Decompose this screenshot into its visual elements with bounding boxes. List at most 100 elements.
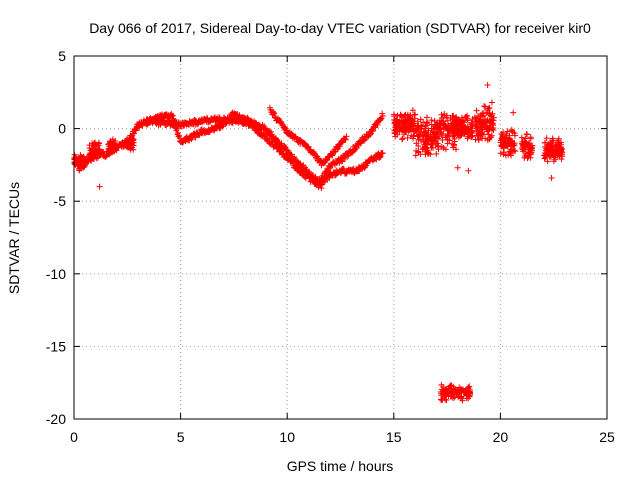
- data-point: [454, 164, 461, 171]
- y-tick-label: -15: [46, 338, 66, 354]
- data-point: [170, 117, 177, 124]
- data-point: [440, 125, 447, 132]
- data-point: [489, 126, 496, 133]
- data-point: [418, 137, 425, 144]
- data-point: [86, 152, 93, 159]
- data-point: [410, 132, 417, 139]
- data-point: [458, 393, 465, 400]
- y-axis-label: SDTVAR / TECUs: [6, 182, 22, 294]
- data-point: [477, 117, 484, 124]
- data-point: [488, 116, 495, 123]
- data-point: [433, 119, 440, 126]
- data-point: [398, 126, 405, 133]
- data-point: [444, 117, 451, 124]
- data-point: [475, 112, 482, 119]
- data-point: [128, 142, 135, 149]
- data-point: [511, 140, 518, 147]
- data-point: [546, 153, 553, 160]
- data-point: [391, 120, 398, 127]
- data-point: [457, 127, 464, 134]
- data-point: [369, 127, 376, 134]
- data-point: [173, 125, 180, 132]
- data-point: [438, 111, 445, 118]
- data-point: [503, 130, 510, 137]
- data-point: [93, 148, 100, 155]
- data-point: [456, 132, 463, 139]
- data-points: [71, 82, 566, 404]
- data-point: [438, 381, 445, 388]
- data-point: [429, 134, 436, 141]
- data-point: [485, 105, 492, 112]
- data-point: [438, 132, 445, 139]
- data-point: [548, 174, 555, 181]
- data-point: [485, 127, 492, 134]
- data-point: [481, 103, 488, 110]
- data-point: [394, 112, 401, 119]
- x-tick-label: 0: [70, 429, 78, 445]
- data-point: [552, 142, 559, 149]
- data-point: [107, 148, 114, 155]
- data-point: [429, 128, 436, 135]
- data-point: [555, 137, 562, 144]
- data-point: [497, 150, 504, 157]
- data-point: [342, 136, 349, 143]
- data-point: [518, 134, 525, 141]
- data-point: [520, 143, 527, 150]
- data-point: [91, 140, 98, 147]
- data-point: [96, 183, 103, 190]
- data-point: [507, 149, 514, 156]
- data-point: [453, 146, 460, 153]
- data-point: [423, 114, 430, 121]
- data-point: [398, 119, 405, 126]
- data-point: [451, 138, 458, 145]
- x-tick-label: 25: [599, 429, 615, 445]
- data-point: [414, 133, 421, 140]
- data-point: [419, 146, 426, 153]
- data-point: [500, 129, 507, 136]
- data-point: [559, 153, 566, 160]
- data-point: [444, 390, 451, 397]
- data-point: [399, 136, 406, 143]
- data-point: [522, 151, 529, 158]
- data-point: [409, 107, 416, 114]
- data-point: [451, 142, 458, 149]
- data-point: [450, 385, 457, 392]
- data-point: [528, 149, 535, 156]
- data-point: [398, 113, 405, 120]
- data-point: [445, 131, 452, 138]
- data-point: [486, 111, 493, 118]
- data-point: [473, 107, 480, 114]
- data-point: [442, 146, 449, 153]
- data-point: [71, 161, 78, 168]
- data-point: [436, 117, 443, 124]
- data-point: [451, 121, 458, 128]
- data-point: [393, 126, 400, 133]
- data-point: [92, 141, 99, 148]
- data-point: [160, 115, 167, 122]
- data-point: [477, 130, 484, 137]
- data-point: [402, 117, 409, 124]
- data-point: [519, 138, 526, 145]
- data-point: [88, 157, 95, 164]
- data-point: [413, 140, 420, 147]
- data-point: [523, 131, 530, 138]
- data-point: [391, 111, 398, 118]
- data-point: [458, 114, 465, 121]
- data-point: [527, 134, 534, 141]
- data-point: [420, 128, 427, 135]
- data-point: [267, 129, 274, 136]
- data-point: [485, 131, 492, 138]
- data-point: [404, 112, 411, 119]
- data-point: [415, 136, 422, 143]
- data-point: [475, 136, 482, 143]
- y-tick-label: 5: [58, 48, 66, 64]
- data-point: [377, 116, 384, 123]
- data-point: [415, 127, 422, 134]
- data-point: [445, 124, 452, 131]
- data-point: [291, 153, 298, 160]
- data-point: [543, 145, 550, 152]
- data-point: [124, 143, 131, 150]
- data-point: [482, 119, 489, 126]
- data-point: [130, 130, 137, 137]
- data-point: [108, 139, 115, 146]
